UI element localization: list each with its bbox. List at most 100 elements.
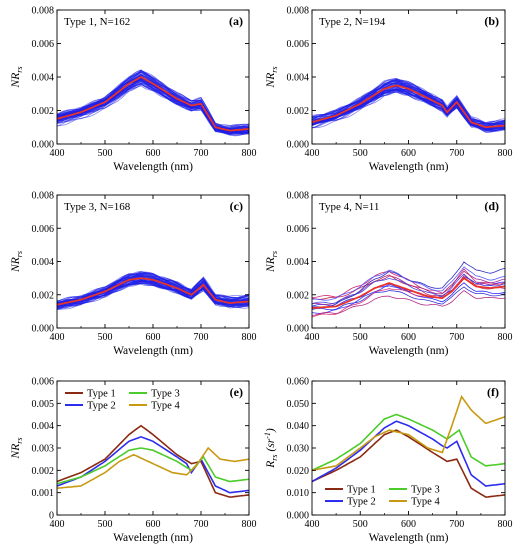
x-tick-label: 500 — [98, 148, 113, 159]
y-label-subscript: rs — [15, 251, 24, 257]
panel-annotation: Type 3, N=168 — [64, 201, 131, 213]
y-label-unit-end: ) — [265, 428, 277, 433]
spectrum-line — [57, 274, 249, 305]
y-label-subscript: rs — [270, 67, 279, 73]
x-tick-label: 600 — [146, 148, 161, 159]
y-tick-label: 0.008 — [287, 6, 310, 17]
y-tick-label: 0.030 — [287, 444, 310, 455]
mean-line — [312, 276, 505, 309]
y-label-subscript: rs — [270, 455, 279, 461]
y-tick-label: 0.000 — [287, 511, 310, 522]
y-label-subscript: rs — [15, 438, 24, 444]
plot-area — [57, 424, 249, 498]
y-axis-label: NRrs — [10, 67, 24, 89]
x-tick-label: 800 — [242, 519, 257, 530]
y-tick-label: 0.008 — [32, 191, 55, 202]
series-line-type-4 — [57, 446, 249, 489]
y-tick-label: 0.002 — [32, 290, 55, 301]
panel-a: 400 500 600 700 800 0.000 0.002 0.004 0.006 0.008… — [10, 6, 257, 174]
spectrum-line — [312, 77, 505, 129]
y-axis-label: Rrs (sr-1) — [263, 428, 279, 469]
x-tick-label: 600 — [146, 332, 161, 343]
x-tick-label: 700 — [194, 519, 209, 530]
y-tick-label: 0.005 — [32, 399, 55, 410]
legend-label-type-3: Type 3 — [151, 389, 180, 400]
y-tick-label: 0.002 — [287, 290, 310, 301]
spectrum-line — [57, 282, 249, 310]
plot-area — [312, 261, 505, 318]
axes-frame — [56, 194, 250, 329]
y-tick-label: 0.000 — [287, 324, 310, 335]
spectrum-line — [312, 79, 505, 129]
y-label-main: NR — [10, 257, 22, 273]
y-label-main: R — [265, 461, 277, 469]
panel-c: 400 500 600 700 800 0.000 0.002 0.004 0.006 0.008… — [10, 191, 257, 358]
x-tick-label: 700 — [449, 332, 464, 343]
plot-area — [312, 394, 505, 498]
x-tick-label: 600 — [146, 519, 161, 530]
panel-label: (b) — [484, 14, 499, 28]
spectrum-line — [312, 274, 505, 300]
spectrum-line — [312, 273, 505, 305]
panel-e: 400 500 600 700 800 0 0.001 0.002 0.003 0.004 0.00… — [10, 377, 257, 545]
y-tick-label: 0.000 — [32, 140, 55, 151]
x-tick-label: 800 — [498, 148, 513, 159]
axes-frame — [311, 380, 506, 516]
y-tick-label: 0 — [49, 511, 54, 522]
panel-annotation: Type 1, N=162 — [64, 16, 130, 28]
legend-label-type-2: Type 2 — [347, 497, 376, 508]
x-tick-label: 500 — [353, 519, 368, 530]
y-label-subscript: rs — [15, 67, 24, 73]
y-label-subscript: rs — [270, 251, 279, 257]
y-tick-label: 0.002 — [32, 106, 55, 117]
mean-line — [57, 277, 249, 306]
y-tick-label: 0.060 — [287, 377, 310, 388]
spectrum-line — [57, 80, 249, 130]
y-tick-label: 0.002 — [287, 106, 310, 117]
y-axis-label: NRrs — [265, 251, 279, 273]
plot-area — [57, 270, 249, 310]
x-tick-label: 500 — [353, 148, 368, 159]
y-tick-label: 0.004 — [287, 257, 310, 268]
panel-b: 400 500 600 700 800 0.000 0.002 0.004 0.006 0.008… — [265, 6, 513, 174]
y-tick-label: 0.006 — [287, 224, 310, 235]
spectrum-line — [312, 266, 505, 301]
y-tick-label: 0.000 — [32, 324, 55, 335]
x-tick-label: 700 — [449, 148, 464, 159]
panel-d: 400 500 600 700 800 0.000 0.002 0.004 0.006 0.008… — [265, 191, 513, 358]
y-tick-label: 0.000 — [287, 140, 310, 151]
mean-line — [57, 75, 249, 132]
legend-label-type-4: Type 4 — [411, 497, 440, 508]
x-tick-label: 800 — [242, 332, 257, 343]
y-tick-label: 0.020 — [287, 466, 310, 477]
x-tick-label: 400 — [50, 148, 65, 159]
x-axis-label: Wavelength (nm) — [113, 161, 193, 173]
series-line-type-3 — [312, 413, 505, 472]
plot-area — [312, 77, 505, 133]
series-line-type-2 — [312, 420, 505, 487]
y-tick-label: 0.008 — [32, 6, 55, 17]
x-tick-label: 400 — [50, 519, 65, 530]
y-label-main: NR — [10, 444, 22, 460]
x-tick-label: 800 — [498, 332, 513, 343]
x-tick-label: 800 — [498, 519, 513, 530]
y-axis-label: NRrs — [10, 438, 24, 460]
y-label-main: NR — [265, 257, 277, 273]
y-label-main: NR — [265, 73, 277, 89]
y-tick-label: 0.006 — [32, 39, 55, 50]
y-label-unit: (sr — [265, 438, 277, 451]
x-tick-label: 400 — [50, 332, 65, 343]
x-tick-label: 500 — [98, 332, 113, 343]
x-tick-label: 700 — [194, 332, 209, 343]
spectrum-line — [312, 79, 505, 127]
x-axis-label: Wavelength (nm) — [113, 345, 193, 357]
y-tick-label: 0.001 — [32, 488, 55, 499]
spectrum-line — [312, 286, 505, 311]
spectrum-line — [57, 271, 249, 306]
x-tick-label: 400 — [305, 519, 320, 530]
panel-label: (a) — [229, 14, 243, 28]
y-tick-label: 0.006 — [32, 224, 55, 235]
y-tick-label: 0.008 — [287, 191, 310, 202]
x-tick-label: 700 — [194, 148, 209, 159]
y-tick-label: 0.050 — [287, 399, 310, 410]
